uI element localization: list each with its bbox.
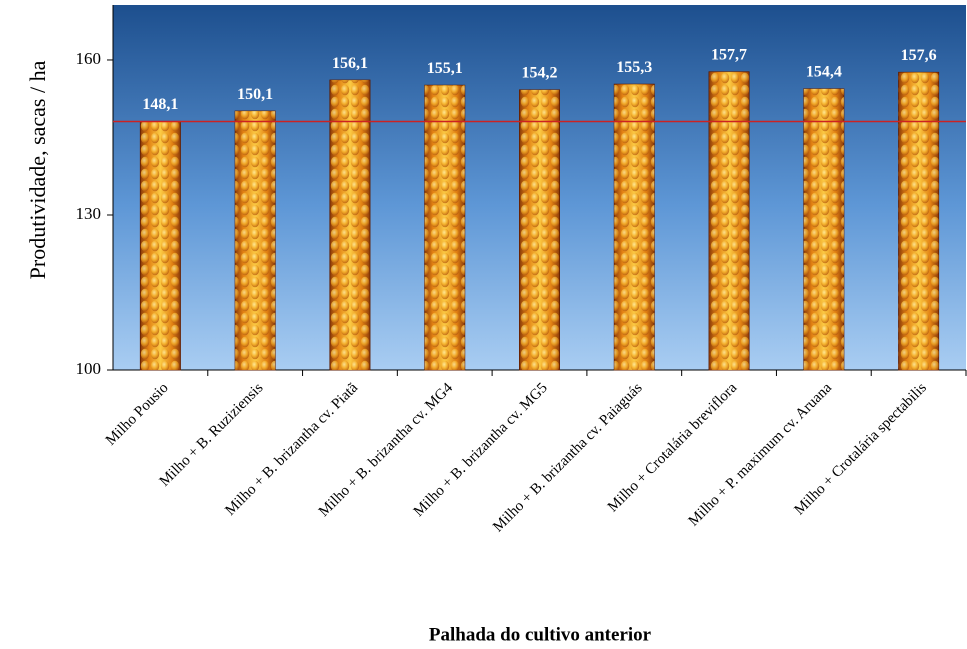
value-label: 148,1 (142, 96, 178, 113)
value-label: 154,4 (806, 64, 842, 81)
value-label: 157,6 (901, 47, 937, 64)
y-axis-title: Produtividade, sacas / ha (25, 60, 50, 279)
bar-kernels (709, 71, 750, 370)
x-tick-label: Milho + B. brizantha cv. Paiaguás (490, 380, 645, 535)
bar-kernels (329, 80, 370, 370)
bar-kernels (140, 121, 181, 371)
value-label: 155,3 (616, 59, 652, 76)
y-tick-label: 100 (76, 359, 102, 378)
x-tick-label: Milho Pousio (103, 380, 172, 449)
bar-kernels (898, 72, 939, 371)
y-tick-label: 130 (76, 204, 102, 223)
bar-kernels (519, 89, 560, 370)
value-label: 155,1 (427, 60, 463, 77)
value-label: 154,2 (522, 65, 558, 82)
x-tick-label: Milho + B. Ruziziensis (157, 380, 267, 490)
x-axis-title: Palhada do cultivo anterior (429, 624, 652, 645)
bar-kernels (614, 84, 655, 371)
value-label: 150,1 (237, 86, 273, 103)
bar-kernels (235, 111, 276, 370)
value-label: 157,7 (711, 47, 747, 64)
y-tick-label: 160 (76, 49, 102, 68)
value-label: 156,1 (332, 55, 368, 72)
bar-kernels (803, 88, 844, 371)
bar-kernels (424, 85, 465, 370)
